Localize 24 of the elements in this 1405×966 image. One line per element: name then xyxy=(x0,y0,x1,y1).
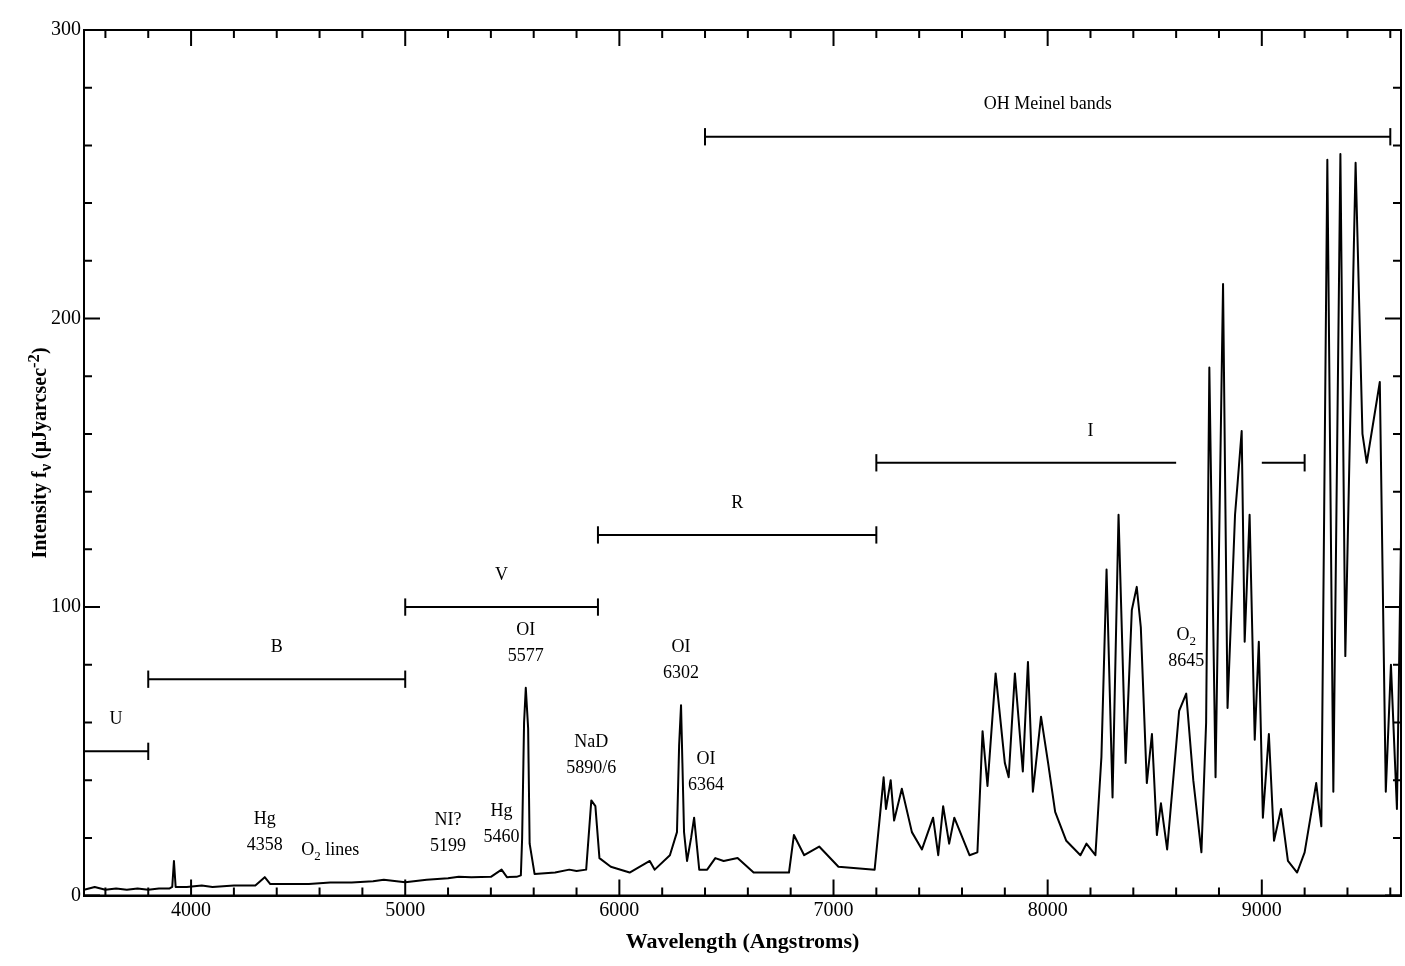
annotation: NI? 5199 xyxy=(430,809,467,856)
annotation: Hg 4358 xyxy=(246,807,283,854)
annotation: V xyxy=(495,563,509,584)
x-tick-label: 5000 xyxy=(385,897,426,920)
x-tick-label: 4000 xyxy=(171,897,212,920)
annotation: OI 6302 xyxy=(663,635,700,682)
x-tick-label: 8000 xyxy=(1027,897,1068,920)
x-tick-label: 6000 xyxy=(599,897,640,920)
annotation: B xyxy=(270,635,283,656)
annotation: NaD 5890/6 xyxy=(566,731,617,778)
annotation: Hg 5460 xyxy=(483,800,520,847)
annotation: OI 6364 xyxy=(688,748,725,795)
x-axis-title: Wavelength (Angstroms) xyxy=(625,928,860,954)
annotation: OH Meinel bands xyxy=(983,93,1112,114)
y-tick-label: 200 xyxy=(51,305,81,328)
y-tick-label: 100 xyxy=(51,594,81,617)
annotation: OI 5577 xyxy=(507,618,544,665)
x-tick-label: 9000 xyxy=(1241,897,1282,920)
y-tick-label: 0 xyxy=(71,882,81,905)
annotation: R xyxy=(731,491,744,512)
annotation: U xyxy=(109,708,123,729)
annotation: I xyxy=(1087,419,1094,440)
x-tick-label: 7000 xyxy=(813,897,854,920)
y-tick-label: 300 xyxy=(51,17,81,40)
